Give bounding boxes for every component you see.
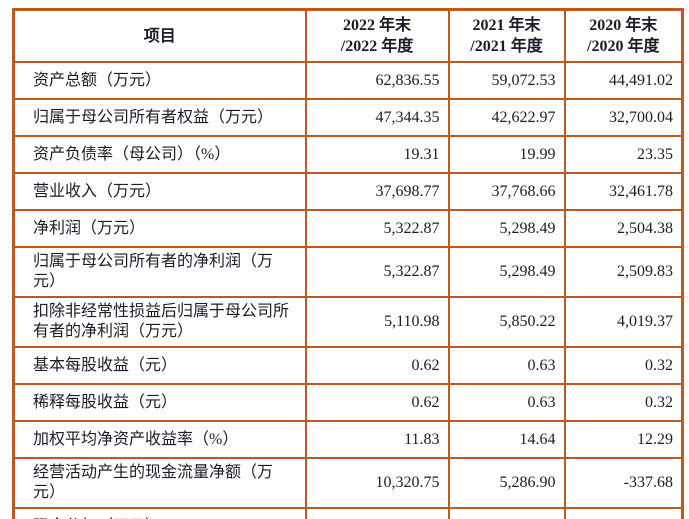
value-2020: 23.35 bbox=[563, 135, 684, 174]
value-2021: - bbox=[447, 507, 566, 519]
row-label: 现金分红（万元） bbox=[12, 507, 307, 519]
financial-summary-table: 项目 2022 年末 /2022 年度 2021 年末 /2021 年度 202… bbox=[12, 8, 684, 519]
row-label: 加权平均净资产收益率（%） bbox=[12, 420, 307, 459]
value-2021: 19.99 bbox=[447, 135, 566, 174]
table-row-debt-ratio: 资产负债率（母公司）（%） 19.31 19.99 23.35 bbox=[12, 135, 684, 174]
row-label: 资产负债率（母公司）（%） bbox=[12, 135, 307, 174]
value-2022: 1,284.30 bbox=[304, 507, 450, 519]
value-2021: 5,850.22 bbox=[447, 296, 566, 348]
header-2022-line2: /2022 年度 bbox=[340, 38, 414, 55]
row-label: 营业收入（万元） bbox=[12, 172, 307, 211]
value-2020: 44,491.02 bbox=[563, 61, 684, 100]
value-2022: 5,322.87 bbox=[304, 209, 450, 248]
header-cell-2021: 2021 年末 /2021 年度 bbox=[447, 8, 566, 63]
row-label: 归属于母公司所有者的净利润（万元） bbox=[12, 246, 307, 298]
table-row-net-profit: 净利润（万元） 5,322.87 5,298.49 2,504.38 bbox=[12, 209, 684, 248]
value-2021: 5,286.90 bbox=[447, 457, 566, 509]
table-row-diluted-eps: 稀释每股收益（元） 0.62 0.63 0.32 bbox=[12, 383, 684, 422]
header-2020-line1: 2020 年末 bbox=[589, 17, 658, 34]
value-2020: 0.32 bbox=[563, 346, 684, 385]
value-2020: -337.68 bbox=[563, 457, 684, 509]
table-row-revenue: 营业收入（万元） 37,698.77 37,768.66 32,461.78 bbox=[12, 172, 684, 211]
table-row-total-assets: 资产总额（万元） 62,836.55 59,072.53 44,491.02 bbox=[12, 61, 684, 100]
row-label: 稀释每股收益（元） bbox=[12, 383, 307, 422]
value-2020: 32,461.78 bbox=[563, 172, 684, 211]
row-label: 资产总额（万元） bbox=[12, 61, 307, 100]
value-2022: 5,110.98 bbox=[304, 296, 450, 348]
table-row-operating-cashflow: 经营活动产生的现金流量净额（万元） 10,320.75 5,286.90 -33… bbox=[12, 457, 684, 509]
value-2021: 5,298.49 bbox=[447, 246, 566, 298]
header-row: 项目 2022 年末 /2022 年度 2021 年末 /2021 年度 202… bbox=[12, 8, 684, 63]
row-label: 经营活动产生的现金流量净额（万元） bbox=[12, 457, 307, 509]
row-label: 基本每股收益（元） bbox=[12, 346, 307, 385]
value-2022: 11.83 bbox=[304, 420, 450, 459]
value-2022: 0.62 bbox=[304, 346, 450, 385]
value-2020: 32,700.04 bbox=[563, 98, 684, 137]
value-2020: 4,019.37 bbox=[563, 296, 684, 348]
value-2020: - bbox=[563, 507, 684, 519]
header-cell-2022: 2022 年末 /2022 年度 bbox=[304, 8, 450, 63]
value-2022: 47,344.35 bbox=[304, 98, 450, 137]
value-2021: 14.64 bbox=[447, 420, 566, 459]
value-2021: 37,768.66 bbox=[447, 172, 566, 211]
table-row-cash-dividend: 现金分红（万元） 1,284.30 - - bbox=[12, 507, 684, 519]
value-2021: 5,298.49 bbox=[447, 209, 566, 248]
row-label: 扣除非经常性损益后归属于母公司所有者的净利润（万元） bbox=[12, 296, 307, 348]
value-2022: 62,836.55 bbox=[304, 61, 450, 100]
header-2022-line1: 2022 年末 bbox=[342, 17, 411, 34]
value-2022: 0.62 bbox=[304, 383, 450, 422]
value-2022: 5,322.87 bbox=[304, 246, 450, 298]
value-2021: 0.63 bbox=[447, 346, 566, 385]
header-2021-line2: /2021 年度 bbox=[470, 38, 543, 55]
row-label: 归属于母公司所有者权益（万元） bbox=[12, 98, 307, 137]
header-2021-line1: 2021 年末 bbox=[472, 17, 541, 34]
row-label: 净利润（万元） bbox=[12, 209, 307, 248]
header-cell-item: 项目 bbox=[12, 8, 307, 63]
value-2020: 0.32 bbox=[563, 383, 684, 422]
value-2022: 19.31 bbox=[304, 135, 450, 174]
table-row-parent-equity: 归属于母公司所有者权益（万元） 47,344.35 42,622.97 32,7… bbox=[12, 98, 684, 137]
header-cell-2020: 2020 年末 /2020 年度 bbox=[563, 8, 684, 63]
table-row-basic-eps: 基本每股收益（元） 0.62 0.63 0.32 bbox=[12, 346, 684, 385]
table-row-parent-net-profit: 归属于母公司所有者的净利润（万元） 5,322.87 5,298.49 2,50… bbox=[12, 246, 684, 298]
value-2021: 0.63 bbox=[447, 383, 566, 422]
value-2020: 12.29 bbox=[563, 420, 684, 459]
header-2020-line2: /2020 年度 bbox=[587, 38, 660, 55]
value-2020: 2,504.38 bbox=[563, 209, 684, 248]
table-row-deducted-net-profit: 扣除非经常性损益后归属于母公司所有者的净利润（万元） 5,110.98 5,85… bbox=[12, 296, 684, 348]
value-2022: 10,320.75 bbox=[304, 457, 450, 509]
table-row-weighted-roe: 加权平均净资产收益率（%） 11.83 14.64 12.29 bbox=[12, 420, 684, 459]
value-2021: 42,622.97 bbox=[447, 98, 566, 137]
value-2021: 59,072.53 bbox=[447, 61, 566, 100]
value-2020: 2,509.83 bbox=[563, 246, 684, 298]
value-2022: 37,698.77 bbox=[304, 172, 450, 211]
